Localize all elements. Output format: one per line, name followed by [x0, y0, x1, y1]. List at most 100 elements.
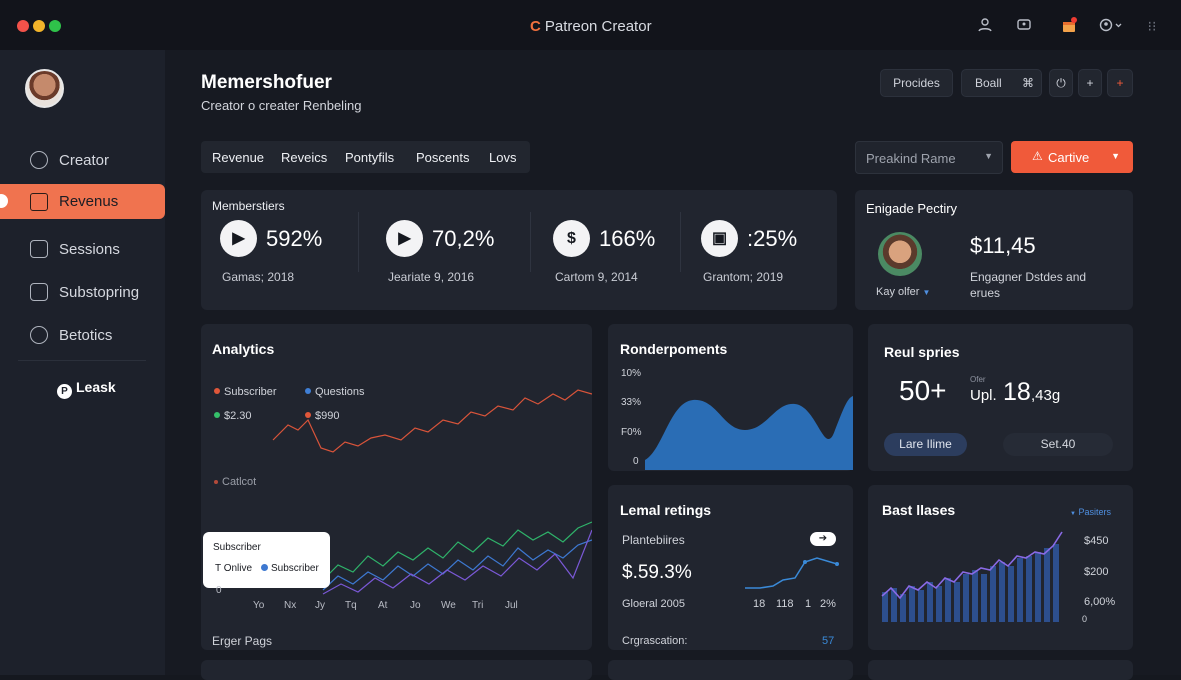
y-axis-label: 10% [621, 368, 642, 379]
lemal-foot: Crgrascation: [622, 635, 688, 647]
bar [882, 592, 888, 622]
legend-label: $990 [315, 410, 340, 422]
analytics-card [201, 324, 592, 650]
sparkline-series [745, 557, 838, 589]
more-icon[interactable]: ⁝⁝ [1147, 18, 1157, 34]
reul-big-value: 50+ [899, 375, 947, 406]
analytics-chart [272, 389, 592, 595]
sidebar-item-revenus[interactable]: Revenus [0, 184, 165, 219]
engage-user[interactable]: Kay olfer ▼ [876, 286, 930, 298]
sidebar-divider [18, 360, 146, 361]
page-subtitle: Creator o creater Renbeling [201, 98, 362, 113]
lemal-title: Lemal retings [620, 502, 712, 518]
arrow-right-icon[interactable]: ➔ [810, 532, 836, 546]
sidebar-item-sessions[interactable]: Sessions [0, 231, 165, 267]
series-line-green [322, 521, 592, 581]
memberships-title: Memberstiers [212, 199, 285, 213]
tab-poscents[interactable]: Poscents [416, 150, 470, 165]
legend-label: Subscriber [224, 386, 277, 398]
divider [358, 212, 359, 272]
message-icon[interactable] [1015, 17, 1033, 35]
x-axis-label: Tq [345, 600, 357, 611]
tab-pontyfils[interactable]: Pontyfils [345, 150, 395, 165]
folder-icon [30, 240, 48, 258]
filter-value: Preakind Rame [866, 151, 956, 166]
lemal-axis-label: 118 [776, 598, 794, 610]
play-icon[interactable]: ▶ [386, 220, 423, 257]
bag-icon[interactable]: ▣ [701, 220, 738, 257]
trend-line [881, 531, 1063, 600]
bar [972, 570, 978, 622]
maximize-window-button[interactable] [49, 20, 61, 32]
pill-label: Set.40 [1040, 437, 1076, 451]
tab-lovs[interactable]: Lovs [489, 150, 517, 165]
chart-tooltip: Subscriber T Onlive Subscriber [203, 532, 330, 588]
lemal-card [608, 485, 853, 650]
lare-ilime-button[interactable]: Lare Ilime [884, 433, 967, 456]
play-icon[interactable]: ▶ [220, 220, 257, 257]
close-window-button[interactable] [17, 20, 29, 32]
legend-dot [305, 388, 311, 394]
x-axis-label: Jo [410, 600, 421, 611]
lemal-axis-label: 18 [753, 598, 766, 610]
procides-button[interactable]: Procides [880, 69, 953, 97]
tab-reveics[interactable]: Reveics [281, 150, 328, 165]
bulb-icon [30, 326, 48, 344]
x-axis-label: Jy [315, 600, 325, 611]
bar [891, 588, 897, 622]
bar [1053, 544, 1059, 622]
y-axis-label: 6,00% [1084, 596, 1116, 608]
bar [981, 574, 987, 622]
y-axis-label: $200 [1084, 566, 1109, 578]
avatar[interactable] [25, 69, 64, 108]
stat-date: Gamas; 2018 [222, 270, 295, 284]
gift-icon[interactable] [1060, 17, 1078, 35]
edit-icon [30, 192, 48, 211]
power-icon[interactable]: ⏻ [1049, 69, 1073, 97]
divider [530, 212, 531, 272]
sidebar-footer-link[interactable]: P Leask [57, 379, 116, 399]
bar [963, 574, 969, 622]
account-menu-icon[interactable] [1099, 17, 1123, 35]
bottom-card [868, 660, 1133, 680]
bar [909, 586, 915, 622]
sidebar-item-substopring[interactable]: Substopring [0, 274, 165, 310]
cartive-button[interactable]: ⚠ Cartive ▼ [1011, 141, 1133, 173]
add-icon[interactable]: + [1078, 69, 1102, 97]
x-axis-label: We [441, 600, 456, 611]
minimize-window-button[interactable] [33, 20, 45, 32]
dollar-icon[interactable]: $ [553, 220, 590, 257]
bottom-card [608, 660, 853, 680]
bar [927, 582, 933, 622]
grid-icon: ⌘ [1022, 76, 1034, 90]
bast-legend[interactable]: ▼ Pasiters [1070, 507, 1111, 517]
engage-avatar[interactable] [878, 232, 922, 276]
tab-revenue[interactable]: Revenue [212, 150, 265, 165]
stat-value: 592% [266, 226, 323, 251]
lemal-axis-label: 1 [805, 598, 812, 610]
filter-dropdown[interactable]: Preakind Rame ▼ [855, 141, 1003, 174]
tab-bar: Revenue Reveics Pontyfils Poscents Lovs [201, 141, 530, 173]
legend-dot [214, 480, 218, 484]
stat-date: Cartom 9, 2014 [555, 270, 638, 284]
y-axis-label: F0% [621, 427, 642, 438]
render-area-chart [645, 396, 853, 470]
series-line-blue [322, 539, 592, 591]
sidebar-item-label: Revenus [59, 193, 119, 210]
sidebar-item-label: Substopring [59, 283, 140, 301]
sidebar-footer-label: Leask [76, 379, 116, 395]
bar [918, 590, 924, 622]
sidebar-item-creator[interactable]: Creator [0, 142, 165, 178]
legend-dot [261, 564, 268, 571]
bar [954, 582, 960, 622]
sidebar-item-betotics[interactable]: Betotics [0, 317, 165, 353]
add-accent-icon[interactable]: + [1107, 69, 1133, 97]
bast-bar-chart [881, 531, 1063, 622]
bottom-card [201, 660, 592, 680]
set-button[interactable]: Set.40 [1003, 433, 1113, 456]
user-icon[interactable] [976, 17, 994, 35]
bar-group [882, 544, 1059, 622]
procides-label: Procides [893, 76, 940, 90]
boall-button[interactable]: Boall ⌘ [961, 69, 1042, 97]
